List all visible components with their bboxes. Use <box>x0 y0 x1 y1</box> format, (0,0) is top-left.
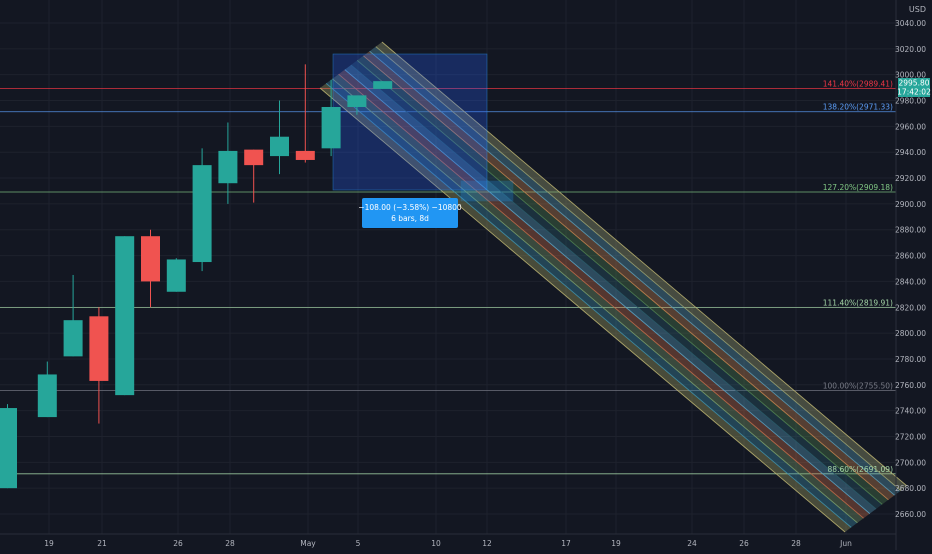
price-tick-label: 2740.00 <box>895 407 926 416</box>
fib-level-label: 100.00%(2755.50) <box>823 382 893 391</box>
price-tick-label: 2840.00 <box>895 277 926 286</box>
last-price-bg <box>898 78 930 97</box>
candle-body <box>63 320 83 357</box>
time-tick-label: 19 <box>611 539 621 548</box>
price-tick-label: 2940.00 <box>895 148 926 157</box>
time-tick-label: 19 <box>44 539 54 548</box>
candle-body <box>321 106 341 149</box>
fib-channel-line <box>369 50 895 496</box>
fib-channel-line <box>332 78 858 524</box>
candle-body <box>347 95 367 107</box>
measure-tooltip-line1: −108.00 (−3.58%) −10800 <box>358 203 462 212</box>
time-tick-label: 28 <box>225 539 235 548</box>
grid <box>0 0 896 534</box>
price-tick-label: 2900.00 <box>895 200 926 209</box>
last-price-value: 2995.80 <box>898 79 929 88</box>
price-tick-label: 2880.00 <box>895 226 926 235</box>
fib-level-label: 141.40%(2989.41) <box>823 79 893 88</box>
fib-channel-band <box>357 55 889 505</box>
fib-channel-band <box>344 65 876 514</box>
candle-body <box>141 236 160 282</box>
measure-box[interactable] <box>332 53 514 202</box>
time-tick-label: 24 <box>687 539 697 548</box>
price-tick-label: 2860.00 <box>895 252 926 261</box>
fib-level-labels: 141.40%(2989.41) 138.20%(2971.33) 127.20%(… <box>823 79 893 473</box>
fib-channel-band <box>320 83 852 533</box>
fib-channel-line <box>375 46 902 491</box>
price-tick-label: 2700.00 <box>895 458 926 467</box>
time-tick-label: 10 <box>431 539 441 548</box>
price-tick-label: 2780.00 <box>895 355 926 364</box>
fib-channel-line <box>350 64 877 510</box>
candle-body <box>37 374 57 418</box>
time-tick-label: Jun <box>839 539 852 548</box>
price-tick-label: 2920.00 <box>895 174 926 183</box>
fib-channel-line <box>325 83 852 528</box>
currency-label: USD <box>909 5 926 14</box>
last-price-label: 2995.80 17:42:02 <box>897 78 931 97</box>
fib-channel-band <box>363 51 895 500</box>
fib-channel-line <box>344 69 871 514</box>
candle-body <box>115 236 135 396</box>
candle-body <box>373 81 393 89</box>
price-tick-label: 2960.00 <box>895 122 926 131</box>
price-tick-label: 2680.00 <box>895 484 926 493</box>
price-tick-label: 2720.00 <box>895 432 926 441</box>
time-tick-label: 17 <box>561 539 571 548</box>
candle-body <box>244 149 264 166</box>
candle-body <box>166 259 186 292</box>
fib-channel-band <box>375 42 907 491</box>
time-tick-label: 5 <box>356 539 361 548</box>
last-price-time: 17:42:02 <box>897 88 931 97</box>
fib-level-label: 111.40%(2819.91) <box>823 298 893 307</box>
price-tick-label: 3020.00 <box>895 45 926 54</box>
fib-channel-line <box>381 41 908 487</box>
candles <box>0 64 393 489</box>
candle-body <box>295 150 315 160</box>
measure-tooltip-line2: 6 bars, 8d <box>391 214 429 223</box>
time-tick-label: 26 <box>739 539 749 548</box>
price-tick-label: 2760.00 <box>895 381 926 390</box>
fib-level-label: 138.20%(2971.33) <box>823 103 893 112</box>
time-tick-label: 28 <box>791 539 801 548</box>
fib-channel-line <box>363 55 889 501</box>
candle-body <box>0 408 17 489</box>
fib-channel-band <box>332 74 864 523</box>
fib-level-label: 88.60%(2691.09) <box>828 465 894 474</box>
candle-body <box>192 165 212 263</box>
fib-channel-band <box>369 46 901 496</box>
time-tick-label: 12 <box>482 539 492 548</box>
price-tick-label: 2800.00 <box>895 329 926 338</box>
time-tick-label: 21 <box>97 539 107 548</box>
price-axis[interactable]: USD 3040.00 3020.00 3000.00 2980.00 2960.00 2… <box>895 0 926 550</box>
price-tick-label: 2660.00 <box>895 510 926 519</box>
price-tick-label: 2820.00 <box>895 303 926 312</box>
fib-levels <box>0 87 896 475</box>
fib-level-label: 127.20%(2909.18) <box>823 183 893 192</box>
fib-channel-line <box>338 73 864 519</box>
candle-body <box>89 316 109 381</box>
measure-tooltip: −108.00 (−3.58%) −10800 6 bars, 8d <box>358 198 462 228</box>
measure-tooltip-bg <box>362 198 458 228</box>
measure-range-box <box>333 54 487 190</box>
time-tick-label: May <box>300 539 316 548</box>
time-axis[interactable]: 19 21 26 28 May 5 10 12 17 19 24 26 28 Jun <box>0 533 896 548</box>
price-tick-label: 3000.00 <box>895 71 926 80</box>
fib-channel[interactable] <box>319 41 908 533</box>
price-tick-label: 2980.00 <box>895 97 926 106</box>
fib-channel-band <box>338 69 870 519</box>
fib-channel-line <box>319 87 846 533</box>
fib-channel-line <box>356 60 883 505</box>
candle-body <box>270 136 289 157</box>
measure-target-box <box>460 180 514 202</box>
time-tick-label: 26 <box>173 539 183 548</box>
candle-body <box>218 150 238 184</box>
fib-channel-band <box>351 60 883 510</box>
price-tick-label: 3040.00 <box>895 19 926 28</box>
fib-channel-band <box>326 78 858 528</box>
